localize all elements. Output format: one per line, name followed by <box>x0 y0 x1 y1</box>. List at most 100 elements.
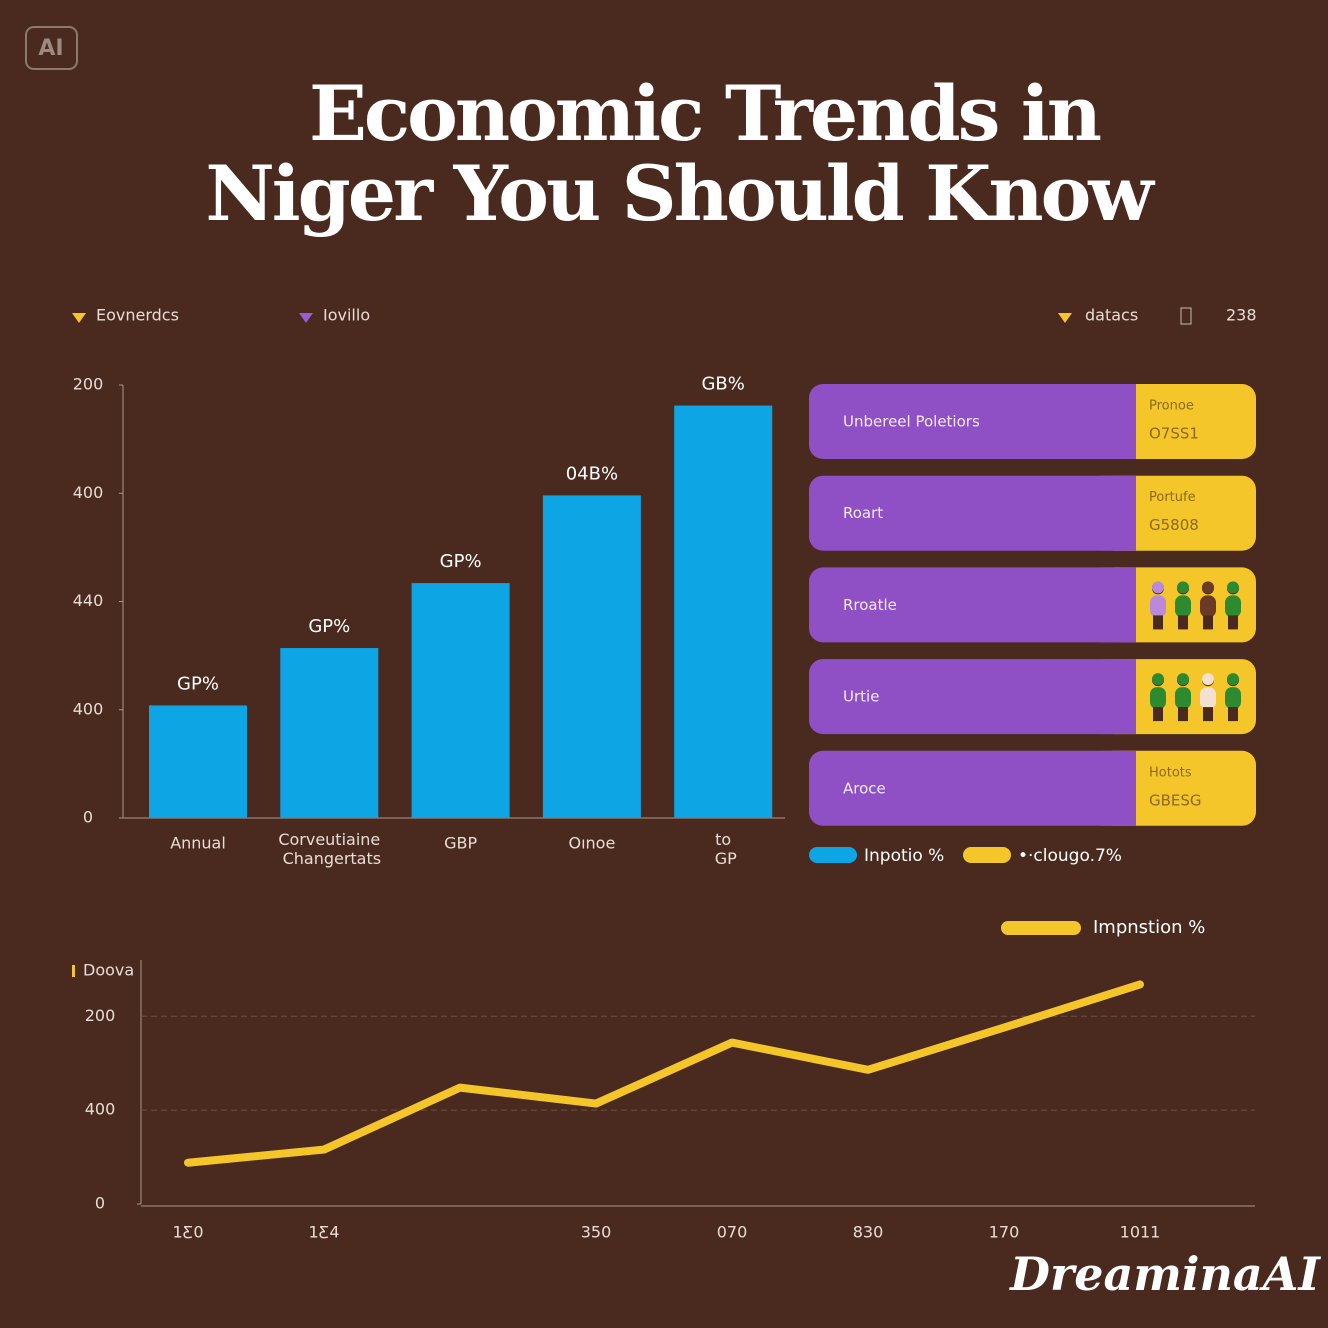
x-tick-label: Annual <box>170 834 226 853</box>
panel-code: GBESG <box>1149 791 1202 809</box>
panel-row <box>1100 659 1136 735</box>
person-icon <box>1152 581 1164 594</box>
panel-key-bg <box>1100 475 1256 551</box>
title-line: Niger You Should Know <box>205 149 1155 238</box>
person-icon <box>1153 615 1163 630</box>
panel-key: Hotots <box>1149 765 1192 780</box>
person-icon <box>1227 581 1239 594</box>
legend-swatch <box>809 847 857 863</box>
panel-label: Rroatle <box>843 596 897 614</box>
person-icon <box>1228 707 1238 722</box>
bar <box>280 648 379 818</box>
panel-label: Aroce <box>843 779 886 797</box>
top-legend-label: Eovnerdcs <box>96 306 179 325</box>
person-icon <box>1202 673 1214 686</box>
panel-row <box>809 659 1136 735</box>
y-tick-label: 400 <box>85 1100 116 1119</box>
legend-icon <box>1180 307 1192 325</box>
y-label-mark <box>72 965 75 977</box>
person-icon <box>1227 673 1239 686</box>
y-tick-label: 200 <box>73 375 104 394</box>
panel-label: Unbereel Poletiors <box>843 413 980 431</box>
panel-label: Roart <box>843 504 883 522</box>
person-icon <box>1178 707 1188 722</box>
watermark: DreaminaAI <box>1008 1247 1321 1301</box>
person-icon <box>1200 595 1216 618</box>
x-tick-label: 1Ƹ0 <box>172 1223 203 1242</box>
bar <box>411 583 510 818</box>
panel-row <box>1100 475 1136 551</box>
value-label: GB% <box>701 374 744 395</box>
panel-row <box>1100 567 1136 643</box>
person-icon <box>1178 615 1188 630</box>
title-line: Economic Trends in <box>309 69 1101 158</box>
bar <box>149 705 247 818</box>
y-tick-label: 400 <box>73 483 104 502</box>
person-icon <box>1150 595 1166 618</box>
panel-key: Pronoe <box>1149 399 1194 414</box>
legend-label: •·clougo.7% <box>1018 846 1122 866</box>
legend-label: Impnstion % <box>1093 917 1205 938</box>
x-tick-label: Corveutiaine Changertats <box>277 830 381 868</box>
person-icon <box>1228 615 1238 630</box>
y-tick-label: 440 <box>73 591 104 610</box>
x-tick-label: 1011 <box>1120 1223 1161 1242</box>
top-legend-label: datacs <box>1085 306 1138 325</box>
bar <box>542 495 641 818</box>
panel-row <box>1100 750 1136 826</box>
person-icon <box>1177 581 1189 594</box>
panel-row <box>809 384 1136 459</box>
legend-label: Inpotio % <box>864 846 944 866</box>
panel-key-bg <box>1100 384 1256 459</box>
top-legend-label: 238 <box>1226 306 1257 325</box>
legend-swatch <box>963 847 1011 863</box>
person-icon <box>1150 687 1166 710</box>
x-tick-label: 830 <box>853 1223 884 1242</box>
panel-code: O7SS1 <box>1149 425 1199 443</box>
legend-icon <box>1058 313 1072 323</box>
person-icon <box>1225 687 1241 710</box>
x-tick-label: GBP <box>444 834 477 853</box>
person-icon <box>1203 615 1213 630</box>
panel-row <box>1100 384 1136 459</box>
person-icon <box>1175 595 1191 618</box>
person-icon <box>1153 707 1163 722</box>
top-legend-label: Iovillo <box>323 306 370 325</box>
y-tick-label: 0 <box>95 1194 105 1213</box>
bar <box>674 405 773 818</box>
person-icon <box>1200 687 1216 710</box>
y-tick-label: 0 <box>83 808 93 827</box>
x-tick-label: 350 <box>581 1223 612 1242</box>
person-icon <box>1203 707 1213 722</box>
y-tick-label: 400 <box>73 699 104 718</box>
badge-frame <box>25 26 78 70</box>
person-icon <box>1152 673 1164 686</box>
person-icon <box>1175 687 1191 710</box>
y-axis-label: Doova <box>83 961 134 980</box>
panel-key-bg <box>1100 750 1256 826</box>
legend-icon <box>299 313 313 323</box>
panel-row <box>809 475 1136 551</box>
panel-code: G5808 <box>1149 516 1199 534</box>
y-tick-label: 200 <box>85 1006 116 1025</box>
person-icon <box>1202 581 1214 594</box>
panel-row <box>809 750 1136 826</box>
x-tick-label: 070 <box>717 1223 748 1242</box>
value-label: 04B% <box>566 463 618 484</box>
panel-key: Portufe <box>1149 490 1196 505</box>
value-label: GP% <box>440 551 482 572</box>
x-tick-label: 1Ƹ4 <box>308 1223 339 1242</box>
value-label: GP% <box>177 673 219 694</box>
line <box>184 980 1144 1167</box>
panel-row <box>809 567 1136 643</box>
x-tick-label: Oınoe <box>568 834 615 853</box>
x-tick-label: 170 <box>989 1223 1020 1242</box>
value-label: GP% <box>308 616 350 637</box>
panel-label: Urtie <box>843 688 879 706</box>
x-tick-label: to GP <box>710 830 737 868</box>
legend-icon <box>72 313 86 323</box>
person-icon <box>1177 673 1189 686</box>
person-icon <box>1225 595 1241 618</box>
